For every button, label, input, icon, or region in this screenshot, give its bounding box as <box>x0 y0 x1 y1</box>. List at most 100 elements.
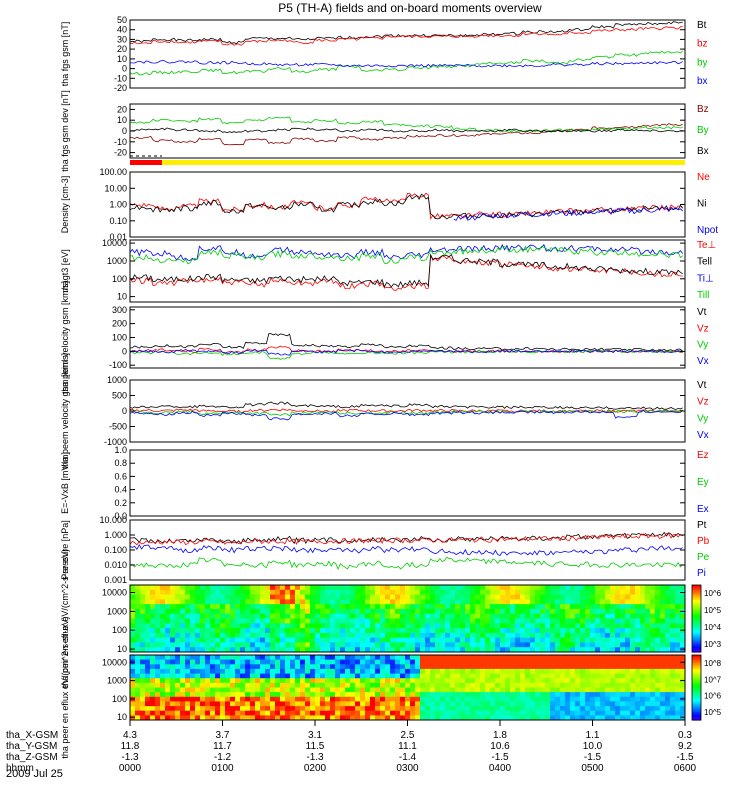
y-axis-label: Pressure [nPa] <box>60 520 70 580</box>
x-tick-label: 4.3 <box>123 730 137 741</box>
x-tick-label: 0400 <box>489 763 512 774</box>
legend-entry: Npot <box>697 225 718 236</box>
panel-temperature: Te⊥ Tell Ti⊥ Till 10000 1000 100 10 magt3 [eV] <box>60 238 716 303</box>
x-tick-label: 3.1 <box>308 730 322 741</box>
x-tick-label: 0100 <box>211 763 234 774</box>
colorbar-tick-label: 10^4 <box>704 623 722 632</box>
x-tick-label: 0000 <box>119 763 142 774</box>
y-tick-label: -100 <box>109 360 127 370</box>
series-line-density-1 <box>130 193 684 220</box>
y-axis-label: tha fgs gsm dev [nT] <box>60 90 70 172</box>
x-row-label: hhmm <box>6 763 34 774</box>
series-line-peem_velocity-3 <box>130 410 683 421</box>
panel-frame <box>129 19 686 89</box>
y-tick-label: 0.2 <box>114 498 127 508</box>
legend-entry: Bx <box>697 146 709 157</box>
legend-entry: Ey <box>697 477 709 488</box>
y-tick-label: 10 <box>117 115 127 125</box>
panel-peer_spec: 10^8 10^7 10^6 10^5 10000 1000 100 10 tha peer e… <box>60 616 722 758</box>
colorbar-tick-label: 10^3 <box>704 640 722 649</box>
legend-entry: Tell <box>697 257 712 268</box>
series-line-density-0 <box>130 192 683 220</box>
y-tick-label: 1.000 <box>104 530 127 540</box>
y-tick-label: -20 <box>114 148 127 158</box>
x-tick-label: 1.1 <box>586 730 600 741</box>
series-line-peim_velocity-3 <box>130 348 683 356</box>
x-tick-label: 11.1 <box>398 741 417 752</box>
legend-entry: Pb <box>697 536 710 547</box>
y-tick-label: 1.0 <box>114 445 127 455</box>
y-tick-label: -10 <box>114 73 127 83</box>
y-tick-label: 10 <box>117 712 127 722</box>
y-axis-label: Density [cm-3] <box>60 176 70 234</box>
x-tick-label: 11.8 <box>121 741 140 752</box>
figure-title: P5 (TH-A) fields and on-board moments ov… <box>278 1 542 15</box>
series-line-peim_velocity-2 <box>130 349 683 360</box>
x-tick-label: -1.3 <box>306 752 324 763</box>
y-tick-label: 20 <box>117 44 127 54</box>
legend-entry: bx <box>697 76 708 87</box>
series-line-fgs_gsm-2 <box>130 50 683 76</box>
y-tick-label: 100.00 <box>99 167 127 177</box>
legend-entry: Pe <box>697 552 710 563</box>
y-tick-label: -500 <box>109 422 127 432</box>
series-line-density-2 <box>453 206 683 221</box>
series-line-temperature-0 <box>130 255 683 292</box>
legend-entry: bz <box>697 39 708 50</box>
y-tick-label: 10000 <box>102 238 127 248</box>
legend-entry: Te⊥ <box>697 240 716 251</box>
y-axis-label: tha peem velocity gsm [km/s] <box>60 353 70 469</box>
y-tick-label: 1000 <box>107 375 127 385</box>
colorbar-tick-label: 10^8 <box>704 659 722 668</box>
y-tick-label: 10.000 <box>99 515 127 525</box>
series-line-fgs_gsm_dev-1 <box>130 116 683 133</box>
x-tick-label: 0200 <box>304 763 327 774</box>
x-row-label: tha_X-GSM <box>6 730 58 741</box>
y-tick-label: 10.00 <box>104 183 127 193</box>
y-tick-label: 0 <box>122 64 127 74</box>
colorbar-tick-label: 10^5 <box>704 606 722 615</box>
legend-entry: Vy <box>697 413 708 424</box>
y-tick-label: 100 <box>112 333 127 343</box>
panel-pressure: Pt Pb Pe Pi 10.000 1.000 0.100 0.010 0.001 Pressu… <box>60 515 710 585</box>
panel-frame <box>129 584 686 653</box>
legend-entry: Vt <box>697 380 707 391</box>
legend-entry: Bt <box>697 20 707 31</box>
x-tick-label: 9.2 <box>678 741 692 752</box>
y-tick-label: 0.6 <box>114 471 127 481</box>
legend-entry: Ti⊥ <box>697 273 714 284</box>
series-line-pressure-0 <box>130 531 683 545</box>
panel-efield: Ez Ey Ex 1.0 0.8 0.6 0.4 0.2 0.0 E=-VxB [mV/m] <box>60 445 709 521</box>
y-tick-label: 0.8 <box>114 458 127 468</box>
spectrogram-peir_spec <box>130 585 685 652</box>
x-tick-label: 0.3 <box>678 730 692 741</box>
colorbar-peir_spec: 10^6 10^5 10^4 10^3 <box>691 584 722 653</box>
legend-entry: Pt <box>697 520 707 531</box>
y-axis-label: tha peim velocity gsm [km/s] <box>60 281 70 394</box>
x-tick-label: 0600 <box>674 763 697 774</box>
x-tick-label: 1.8 <box>493 730 507 741</box>
y-tick-label: 20 <box>117 104 127 114</box>
panel-peir_spec: 10^6 10^5 10^4 10^3 10000 1000 100 10 tha peir e… <box>60 549 722 688</box>
legend-entry: Vt <box>697 307 707 318</box>
y-tick-label: 40 <box>117 25 127 35</box>
y-tick-label: -10 <box>114 137 127 147</box>
y-tick-label: 0 <box>122 126 127 136</box>
y-axis-label: tha peer en eflux eV/(cm^2-s-sr-eV) <box>60 616 70 758</box>
legend-entry: By <box>697 125 709 136</box>
legend-entry: Ez <box>697 450 709 461</box>
panel-density: Ne Ni Npot 100.00 10.00 1.00 0.10 0.01 Density [… <box>60 167 718 242</box>
y-tick-label: 30 <box>117 34 127 44</box>
y-tick-label: 100 <box>112 274 127 284</box>
y-tick-label: 10 <box>117 292 127 302</box>
x-tick-label: -1.5 <box>491 752 509 763</box>
y-tick-label: -20 <box>114 83 127 93</box>
y-tick-label: 0.4 <box>114 485 127 495</box>
panel-peem_velocity: Vt Vz Vy Vx 1000 500 0 -500 -1000 tha peem veloci… <box>60 353 709 469</box>
legend-entry: Pi <box>697 568 706 579</box>
y-tick-label: -1000 <box>104 437 127 447</box>
y-tick-label: 0.0 <box>114 511 127 521</box>
y-tick-label: 0.10 <box>109 216 127 226</box>
legend-entry: Vx <box>697 430 709 441</box>
